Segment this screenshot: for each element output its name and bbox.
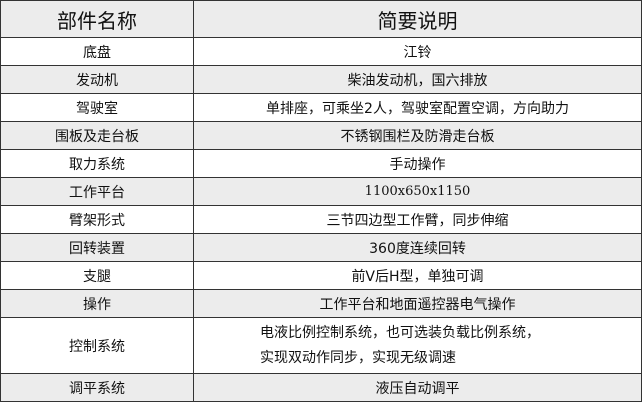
table-row: 驾驶室 单排座，可乘坐2人，驾驶室配置空调，方向助力 <box>0 93 642 122</box>
part-desc: 360度连续回转 <box>193 233 642 262</box>
part-desc: 手动操作 <box>193 149 642 178</box>
table-header: 部件名称 简要说明 <box>0 0 642 38</box>
header-part-name: 部件名称 <box>0 0 194 38</box>
part-desc: 液压自动调平 <box>193 373 642 402</box>
table-row: 底盘 江铃 <box>0 37 642 66</box>
table-row: 发动机 柴油发动机，国六排放 <box>0 65 642 94</box>
part-desc: 前V后H型，单独可调 <box>193 261 642 290</box>
part-name: 臂架形式 <box>0 205 194 234</box>
part-name: 调平系统 <box>0 373 194 402</box>
table-row: 围板及走台板 不锈钢围栏及防滑走台板 <box>0 121 642 150</box>
part-name: 工作平台 <box>0 177 194 206</box>
part-desc: 单排座，可乘坐2人，驾驶室配置空调，方向助力 <box>193 93 642 122</box>
table-row: 控制系统 电液比例控制系统，也可选装负载比例系统， 实现双动作同步，实现无级调速 <box>0 317 642 374</box>
table-row: 工作平台 1100x650x1150 <box>0 177 642 206</box>
part-desc: 工作平台和地面遥控器电气操作 <box>193 289 642 318</box>
part-name: 发动机 <box>0 65 194 94</box>
table-row: 取力系统 手动操作 <box>0 149 642 178</box>
header-description: 简要说明 <box>193 0 642 38</box>
table-row: 臂架形式 三节四边型工作臂，同步伸缩 <box>0 205 642 234</box>
part-name: 驾驶室 <box>0 93 194 122</box>
part-name: 操作 <box>0 289 194 318</box>
part-name: 围板及走台板 <box>0 121 194 150</box>
part-name: 取力系统 <box>0 149 194 178</box>
part-desc: 三节四边型工作臂，同步伸缩 <box>193 205 642 234</box>
part-desc: 柴油发动机，国六排放 <box>193 65 642 94</box>
table-row: 回转装置 360度连续回转 <box>0 233 642 262</box>
part-desc: 江铃 <box>193 37 642 66</box>
part-name: 支腿 <box>0 261 194 290</box>
part-name: 回转装置 <box>0 233 194 262</box>
part-desc: 1100x650x1150 <box>193 177 642 206</box>
part-name: 控制系统 <box>0 317 194 374</box>
desc-line-2: 实现双动作同步，实现无级调速 <box>260 349 456 366</box>
part-desc: 电液比例控制系统，也可选装负载比例系统， 实现双动作同步，实现无级调速 <box>193 317 642 374</box>
table-row: 调平系统 液压自动调平 <box>0 373 642 402</box>
table-row: 支腿 前V后H型，单独可调 <box>0 261 642 290</box>
part-desc: 不锈钢围栏及防滑走台板 <box>193 121 642 150</box>
table-row: 操作 工作平台和地面遥控器电气操作 <box>0 289 642 318</box>
desc-line-1: 电液比例控制系统，也可选装负载比例系统， <box>260 324 540 341</box>
part-name: 底盘 <box>0 37 194 66</box>
